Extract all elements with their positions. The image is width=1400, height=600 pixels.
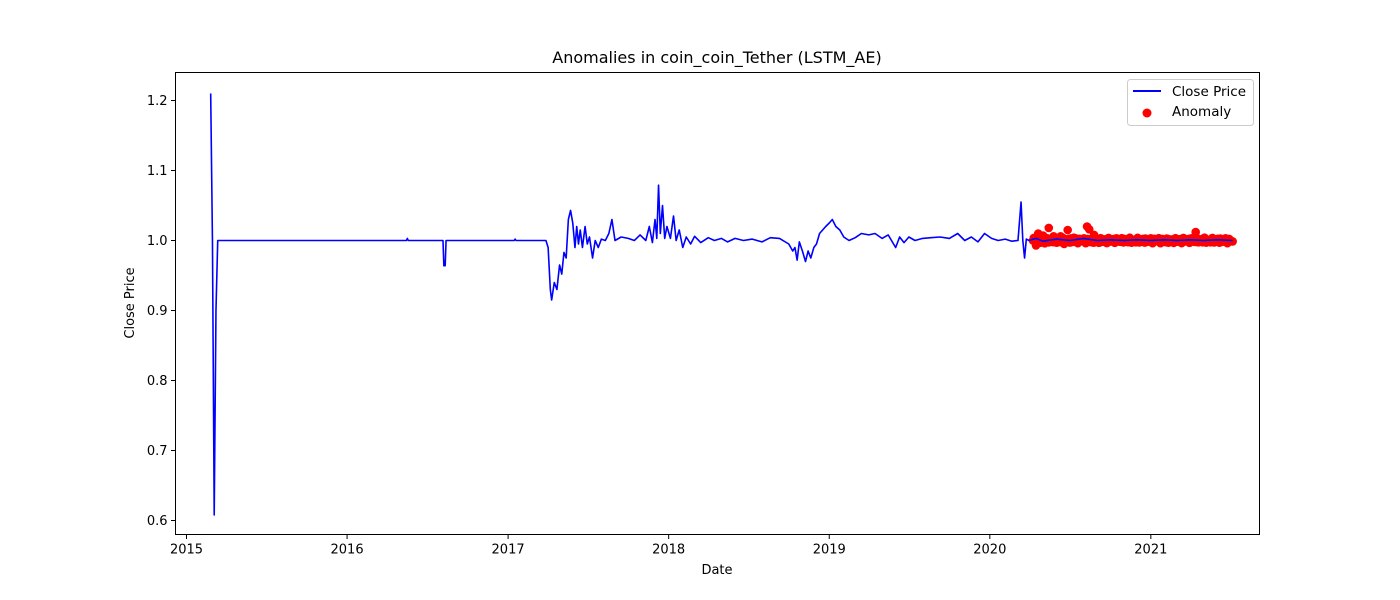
- x-tick-label: 2018: [652, 543, 685, 558]
- close-price-line: [209, 93, 1233, 516]
- plot-area: [209, 93, 1237, 516]
- legend-label-anomaly: Anomaly: [1172, 104, 1231, 120]
- x-tick-label: 2015: [170, 543, 203, 558]
- anomaly-point: [1038, 231, 1048, 240]
- y-tick-label: 0.9: [147, 304, 168, 319]
- anomaly-point: [1056, 232, 1065, 241]
- chart-title: Anomalies in coin_coin_Tether (LSTM_AE): [552, 48, 881, 68]
- anomaly-point: [1191, 227, 1201, 237]
- x-tick-label: 2020: [973, 543, 1006, 558]
- y-tick-label: 0.8: [147, 374, 168, 389]
- y-tick-label: 0.7: [147, 444, 168, 459]
- y-tick-label: 0.6: [147, 514, 168, 529]
- legend-marker-swatch: [1142, 108, 1152, 118]
- x-axis-label: Date: [701, 563, 732, 578]
- anomaly-point: [1228, 237, 1237, 246]
- x-tick-label: 2021: [1134, 543, 1167, 558]
- y-axis: 0.6 0.7 0.8 0.9 1.0 1.1 1.2: [147, 94, 176, 529]
- anomaly-points: [1028, 222, 1237, 250]
- axes-frame: [175, 72, 1260, 535]
- x-tick-label: 2016: [331, 543, 364, 558]
- y-tick-label: 1.2: [147, 94, 168, 109]
- legend: Close Price Anomaly: [1127, 79, 1254, 126]
- legend-label-close-price: Close Price: [1172, 84, 1246, 100]
- anomaly-point: [1059, 239, 1069, 249]
- anomaly-point: [1063, 225, 1072, 235]
- anomaly-point: [1089, 230, 1099, 240]
- anomaly-point: [1031, 241, 1041, 250]
- x-tick-label: 2019: [813, 543, 846, 558]
- x-tick-label: 2017: [492, 543, 525, 558]
- y-tick-label: 1.1: [147, 164, 168, 179]
- y-tick-label: 1.0: [147, 234, 168, 249]
- x-axis: 2015 2016 2017 2018 2019 2020 2021: [170, 534, 1167, 558]
- y-axis-label: Close Price: [123, 267, 138, 338]
- anomaly-point: [1084, 225, 1094, 234]
- anomaly-point: [1044, 223, 1054, 233]
